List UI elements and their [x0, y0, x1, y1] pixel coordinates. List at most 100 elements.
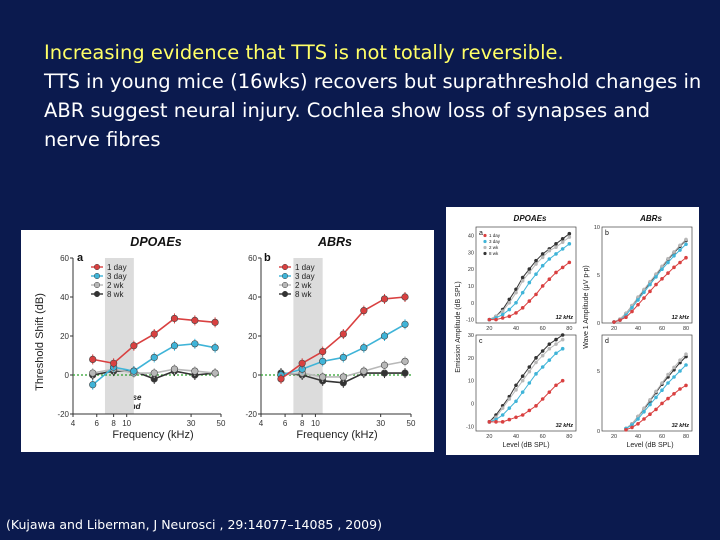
pa-point-3-day-4 — [170, 342, 179, 350]
r2-point-8-wk-7 — [534, 258, 538, 263]
r4-point-1-day-5 — [520, 413, 525, 417]
pb-xtick-label-3: 10 — [311, 419, 320, 428]
citation: (Kujawa and Liberman, J Neurosci , 29:14… — [6, 517, 382, 532]
r2-point-2-wk-4 — [514, 290, 518, 295]
r2-point-2-wk-3 — [507, 300, 512, 305]
r5-ytick-label-1: 5 — [597, 369, 600, 375]
r4-point-1-day-1 — [494, 420, 498, 424]
r4-point-3-day-3 — [507, 406, 512, 410]
pb-xtick-label-2: 8 — [300, 419, 305, 428]
pa-legend-marker-2 — [93, 281, 101, 289]
r2-point-1-day-10 — [554, 270, 558, 275]
pb-point-2-wk-3 — [339, 373, 347, 381]
r2-legend-label-0: 1 day — [489, 233, 501, 238]
r2-legend-marker-0 — [483, 233, 487, 238]
pb-legend-label-0: 1 day — [295, 263, 315, 272]
right-ylabel-emission: Emission Amplitude (dB SPL) — [455, 281, 462, 372]
pb-legend-marker-3 — [281, 290, 289, 298]
pa-noise-band — [104, 258, 134, 414]
pa-ytick-label-4: 60 — [60, 254, 69, 263]
r3-point-1-day-9 — [666, 271, 670, 275]
r2-frame — [475, 226, 577, 324]
r3-ytick-label-2: 10 — [594, 225, 600, 231]
pb-legend-marker-2 — [281, 281, 289, 289]
pb-point-2-wk-6 — [401, 357, 409, 365]
pa-xtick-label-3: 10 — [122, 419, 131, 428]
r2-point-1-day-0 — [487, 317, 492, 322]
pb-point-3-day-4 — [360, 344, 368, 352]
r2-point-3-day-12 — [567, 242, 572, 246]
r4-xtick-label-1: 40 — [513, 434, 519, 440]
pb-legend-marker-0 — [281, 263, 289, 271]
r5-point-2-wk-7 — [666, 372, 670, 377]
pb-point-3-day-6 — [401, 320, 409, 328]
r2-letter: a — [479, 230, 483, 237]
pb-ytick-label-3: 40 — [248, 293, 257, 302]
r2-point-2-wk-11 — [560, 240, 565, 244]
pb-point-3-day-2 — [319, 357, 327, 365]
pa-point-1-day-5 — [191, 316, 199, 324]
r5-ytick-label-0: 0 — [597, 429, 600, 435]
r2-point-2-wk-5 — [520, 279, 525, 283]
amplitude-svg: DPOAEs ABRs Emission Amplitude (dB SPL) … — [455, 214, 693, 449]
r3-point-2-wk-4 — [636, 295, 640, 299]
pa-point-1-day-2 — [130, 342, 138, 350]
r2-point-8-wk-3 — [507, 297, 512, 302]
r5-point-2-wk-8 — [672, 365, 676, 370]
pa-point-1-day-0 — [89, 355, 97, 363]
threshold-shift-svg: Threshold Shift (dB) a DPOAEs b ABRs Fre… — [34, 235, 416, 441]
r4-xtick-label-2: 60 — [540, 434, 546, 440]
amplitude-figure: DPOAEs ABRs Emission Amplitude (dB SPL) … — [446, 207, 699, 455]
pa-legend-marker-3 — [93, 290, 101, 298]
r5-point-1-day-5 — [654, 407, 658, 412]
r2-point-1-day-11 — [560, 265, 565, 270]
pa-xtick-label-4: 30 — [187, 419, 196, 428]
pa-point-2-wk-0 — [89, 369, 97, 377]
r2-series-line-2-wk — [489, 236, 570, 321]
r3-point-3-day-9 — [666, 260, 670, 265]
r2-xtick-label-1: 40 — [513, 326, 519, 332]
r4-point-3-day-9 — [547, 358, 552, 362]
pb-ytick-label-4: 60 — [248, 254, 257, 263]
r4-ytick-label-1: 0 — [471, 402, 474, 408]
r2-point-2-wk-12 — [567, 235, 572, 239]
pb-legend-marker-1 — [281, 272, 289, 280]
r4-ytick-label-3: 20 — [468, 356, 474, 362]
r4-annotation: 32 kHz — [556, 423, 574, 429]
r4-point-3-day-4 — [514, 399, 518, 404]
pb-point-8-wk-6 — [401, 369, 409, 377]
r3-point-2-wk-9 — [666, 256, 670, 261]
pb-legend-label-3: 8 wk — [295, 290, 312, 299]
r2-point-8-wk-5 — [520, 275, 525, 280]
r5-point-1-day-8 — [672, 392, 676, 396]
r4-point-1-day-10 — [554, 383, 558, 388]
r4-ytick-label-0: -10 — [466, 424, 474, 430]
r2-point-1-day-12 — [567, 260, 572, 265]
r5-point-1-day-3 — [642, 417, 646, 421]
r3-point-1-day-0 — [612, 320, 616, 324]
pa-xtick-label-1: 6 — [95, 419, 100, 428]
pb-ytick-label-1: 0 — [253, 371, 258, 380]
panel-b-title: ABRs — [317, 235, 352, 249]
pa-point-2-wk-6 — [211, 369, 219, 377]
pb-xtick-label-1: 6 — [283, 419, 288, 428]
r4-point-2-wk-5 — [520, 378, 525, 383]
r4-series-line-8-wk — [488, 334, 563, 423]
r5-xtick-label-3: 80 — [683, 434, 689, 440]
r4-ytick-label-4: 30 — [468, 333, 474, 339]
pa-legend-label-0: 1 day — [107, 263, 127, 272]
pb-ytick-label-0: -20 — [245, 410, 257, 419]
r4-point-3-day-11 — [560, 346, 565, 351]
r4-point-1-day-2 — [500, 420, 505, 424]
r5-point-1-day-2 — [636, 422, 640, 426]
r2-point-8-wk-6 — [527, 267, 532, 271]
r4-point-3-day-7 — [534, 372, 538, 376]
r2-ytick-label-2: 10 — [468, 284, 474, 290]
r2-point-8-wk-11 — [560, 236, 565, 241]
r3-point-1-day-10 — [672, 265, 676, 270]
pb-legend-label-2: 2 wk — [295, 281, 312, 290]
r2-point-2-wk-8 — [540, 255, 545, 260]
pb-point-1-day-4 — [360, 307, 368, 315]
r2-point-1-day-5 — [520, 306, 525, 310]
r3-point-3-day-7 — [654, 275, 658, 279]
